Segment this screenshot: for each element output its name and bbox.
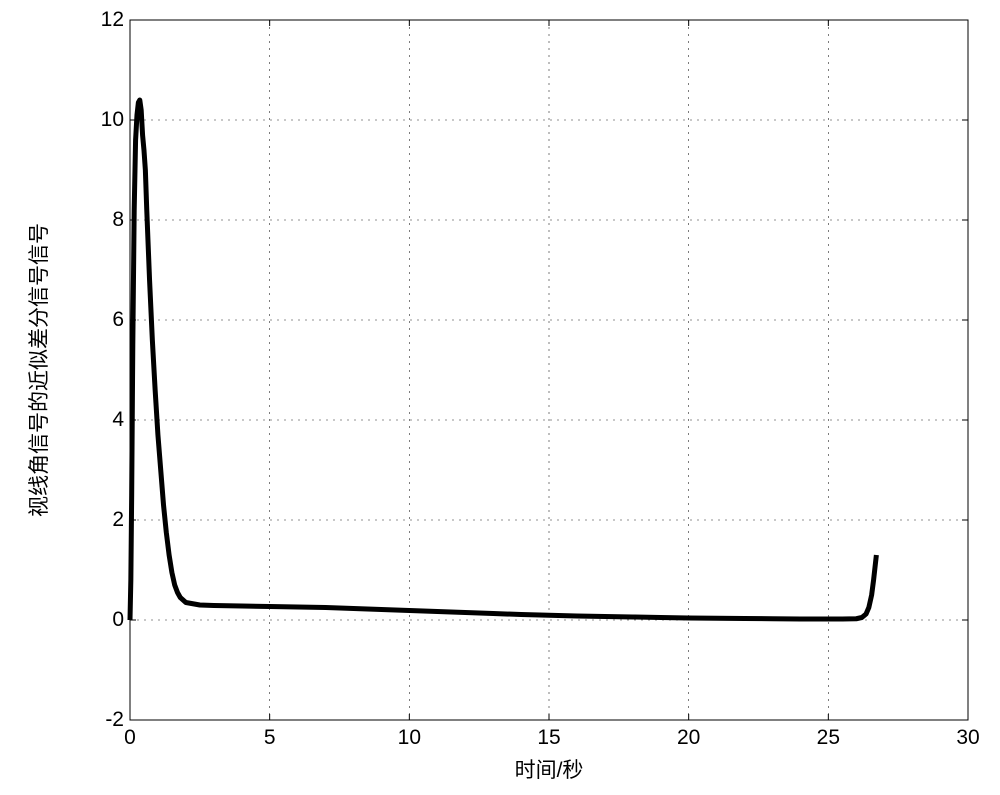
y-tick-label: 6 [96,308,124,332]
y-axis-label: 视线角信号的近似差分信号信号 [23,223,53,517]
chart-svg [0,0,1000,795]
x-tick-label: 10 [398,726,421,750]
x-tick-label: 25 [817,726,840,750]
x-tick-label: 20 [677,726,700,750]
x-tick-label: 5 [264,726,276,750]
y-tick-label: 2 [96,508,124,532]
y-tick-label: 8 [96,208,124,232]
y-tick-label: 10 [96,108,124,132]
y-tick-label: -2 [96,708,124,732]
x-tick-label: 30 [956,726,979,750]
y-tick-label: 4 [96,408,124,432]
x-axis-label: 时间/秒 [515,754,584,784]
y-tick-label: 12 [96,8,124,32]
x-tick-label: 0 [124,726,136,750]
x-tick-label: 15 [537,726,560,750]
chart-figure: 视线角信号的近似差分信号信号 时间/秒 051015202530-2024681… [0,0,1000,795]
y-tick-label: 0 [96,608,124,632]
